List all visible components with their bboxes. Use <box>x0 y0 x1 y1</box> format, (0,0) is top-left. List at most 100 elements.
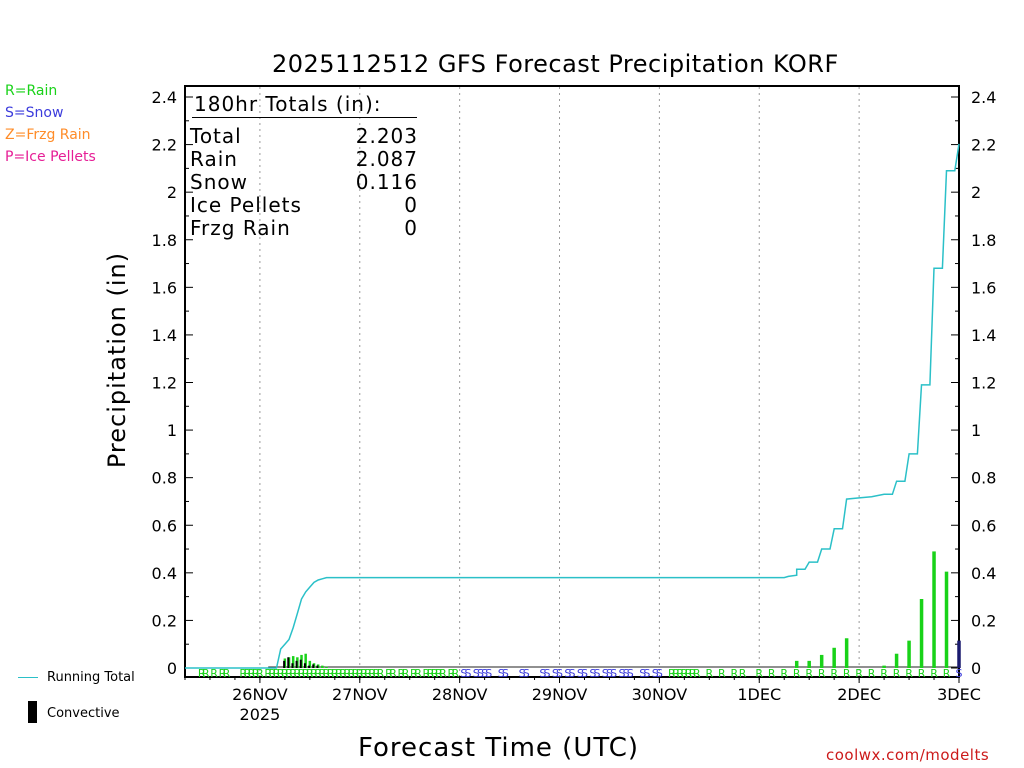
ptype-marker: R <box>339 667 347 680</box>
ptype-marker: S <box>610 667 617 680</box>
y-tick-label-left: 0.6 <box>152 516 177 535</box>
x-tick-label: 26NOV <box>232 685 288 704</box>
ptype-marker: R <box>768 667 776 680</box>
ptype-marker: S <box>464 667 471 680</box>
totals-header: 180hr Totals (in): <box>194 92 382 116</box>
ptype-marker: R <box>298 667 306 680</box>
ptype-marker: R <box>668 667 676 680</box>
ptype-marker: S <box>539 667 546 680</box>
y-tick-label-right: 1.4 <box>971 326 996 345</box>
ptype-marker: R <box>264 667 272 680</box>
ice-pellets-row: Ice Pellets 0 <box>190 194 418 217</box>
ptype-marker: R <box>285 667 293 680</box>
ptype-marker: S <box>523 667 530 680</box>
ptype-marker: R <box>310 667 318 680</box>
precip-bar <box>291 656 295 668</box>
y-tick-label-left: 1.2 <box>152 374 177 393</box>
ptype-marker: S <box>643 667 650 680</box>
x-tick-sublabel: 2025 <box>240 705 281 724</box>
ptype-marker: R <box>318 667 326 680</box>
precip-bar <box>882 665 886 668</box>
ptype-marker: R <box>755 667 763 680</box>
ptype-marker: R <box>793 667 801 680</box>
ptype-marker: S <box>606 667 613 680</box>
y-tick-label-left: 1.6 <box>152 278 177 297</box>
y-tick-label-right: 1 <box>971 421 981 440</box>
ptype-marker: R <box>431 667 439 680</box>
ptype-marker: R <box>780 667 788 680</box>
running-total-line <box>185 143 960 669</box>
key-ice-pellets: P=Ice Pellets <box>5 149 96 165</box>
ptype-marker: S <box>556 667 563 680</box>
x-tick-label: 27NOV <box>332 685 388 704</box>
plot-frame <box>184 85 960 678</box>
precip-bar <box>907 640 911 668</box>
ptype-marker: R <box>930 667 938 680</box>
x-tick-label: 28NOV <box>432 685 488 704</box>
ptype-marker: R <box>843 667 851 680</box>
ptype-marker: S <box>564 667 571 680</box>
snow-value: 0.116 <box>355 170 418 194</box>
ptype-marker: R <box>314 667 322 680</box>
y-axis-label: Precipitation (in) <box>103 251 131 469</box>
ptype-marker: R <box>672 667 680 680</box>
precip-bar <box>325 666 328 668</box>
ptype-marker: S <box>473 667 480 680</box>
precip-bar <box>844 638 849 668</box>
key-snow: S=Snow <box>5 105 64 121</box>
ptype-marker: R <box>818 667 826 680</box>
ptype-marker: S <box>502 667 509 680</box>
rain-label: Rain <box>190 147 238 171</box>
ptype-marker: R <box>943 667 951 680</box>
ptype-marker: R <box>373 667 381 680</box>
y-tick-label-left: 0.4 <box>152 564 177 583</box>
ptype-marker: R <box>356 667 364 680</box>
ptype-marker: R <box>210 667 218 680</box>
ptype-marker: R <box>335 667 343 680</box>
precip-bar <box>932 551 936 668</box>
y-tick-label-right: 2.4 <box>971 88 996 107</box>
precip-bar <box>321 665 324 668</box>
snow-label: Snow <box>190 170 248 194</box>
ptype-marker: S <box>602 667 609 680</box>
key-frzg-rain: Z=Frzg Rain <box>5 127 91 143</box>
ptype-marker: S <box>627 667 634 680</box>
ptype-marker: R <box>281 667 289 680</box>
ptype-marker: R <box>452 667 460 680</box>
ptype-marker: S <box>593 667 600 680</box>
frzg-rain-value: 0 <box>404 216 418 240</box>
ptype-marker: S <box>623 667 630 680</box>
ptype-marker: R <box>918 667 926 680</box>
y-tick-label-right: 0.8 <box>971 469 996 488</box>
total-label: Total <box>190 124 242 148</box>
y-tick-label-right: 0.2 <box>971 611 996 630</box>
convective-bar <box>308 665 311 668</box>
chart-title: 2025112512 GFS Forecast Precipitation KO… <box>272 50 839 78</box>
precip-bar-snow <box>957 640 961 668</box>
x-tick-label: 1DEC <box>737 685 781 704</box>
convective-bar <box>303 663 306 668</box>
ptype-marker: S <box>477 667 484 680</box>
ptype-marker: R <box>360 667 368 680</box>
ptype-marker: S <box>639 667 646 680</box>
frzg-rain-label: Frzg Rain <box>190 216 291 240</box>
ptype-marker: R <box>348 667 356 680</box>
ptype-marker: R <box>248 667 256 680</box>
ptype-marker: S <box>577 667 584 680</box>
ptype-marker: S <box>618 667 625 680</box>
convective-legend-swatch <box>28 701 37 723</box>
ptype-marker: S <box>519 667 526 680</box>
y-tick-label-left: 0.2 <box>152 611 177 630</box>
total-value: 2.203 <box>355 124 418 148</box>
x-tick-label: 29NOV <box>532 685 588 704</box>
ptype-marker: R <box>306 667 314 680</box>
ptype-marker: R <box>855 667 863 680</box>
x-tick-label: 30NOV <box>632 685 688 704</box>
convective-bar <box>299 659 302 668</box>
y-tick-label-right: 0.4 <box>971 564 996 583</box>
y-tick-label-left: 1 <box>167 421 177 440</box>
ptype-marker: R <box>302 667 310 680</box>
ptype-marker: R <box>368 667 376 680</box>
ptype-marker: R <box>252 667 260 680</box>
ptype-marker: S <box>589 667 596 680</box>
